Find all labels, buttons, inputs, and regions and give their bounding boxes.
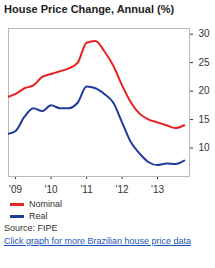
svg-text:20: 20 (199, 85, 211, 96)
svg-text:'11: '11 (80, 184, 93, 195)
svg-text:'09: '09 (9, 184, 22, 195)
svg-text:25: 25 (199, 57, 211, 68)
svg-text:30: 30 (199, 28, 211, 39)
html-text:Real: Real (29, 211, 48, 221)
html-text:Click graph for more Brazilian: Click graph for more Brazilian house pri… (4, 236, 192, 246)
svg-text:'12: '12 (116, 184, 129, 195)
svg-text:15: 15 (199, 114, 211, 125)
svg-text:10: 10 (199, 142, 211, 153)
svg-text:'13: '13 (151, 184, 164, 195)
html-text:Nominal: Nominal (29, 199, 62, 209)
svg-text:'10: '10 (45, 184, 58, 195)
html-text:House Price Change, Annual (%): House Price Change, Annual (%) (4, 3, 175, 15)
html-text:Source: FIPE: Source: FIPE (4, 223, 58, 233)
